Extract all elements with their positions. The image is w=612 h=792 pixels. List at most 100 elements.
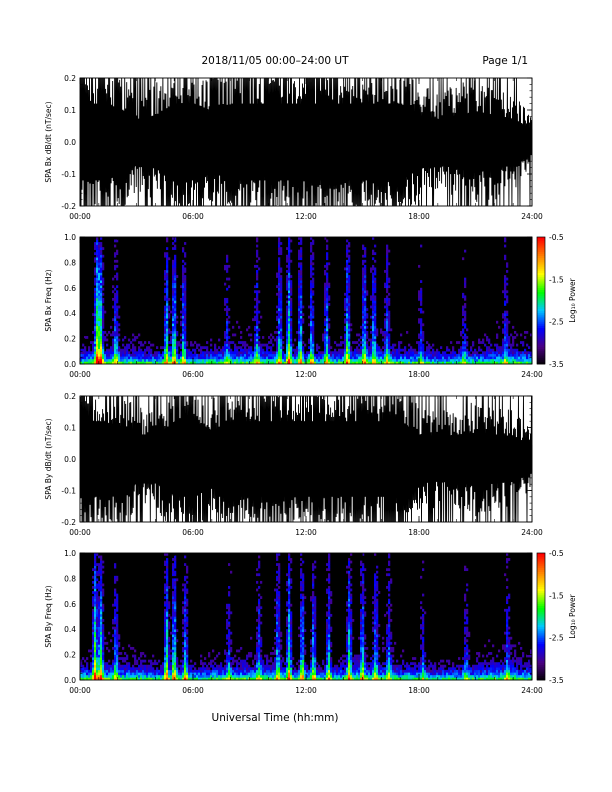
spectrogram-cell [136, 669, 139, 673]
spectrogram-cell [152, 662, 155, 666]
spectrogram-cell [154, 358, 157, 362]
spectrogram-cell [310, 282, 313, 286]
dbdt-core [454, 434, 457, 484]
spectrogram-cell [412, 353, 415, 357]
spectrogram-cell [296, 351, 299, 355]
spectrogram-cell [300, 295, 303, 299]
spectrogram-cell [482, 351, 485, 355]
spectrogram-cell [398, 351, 401, 355]
spectrogram-cell [186, 343, 189, 347]
spectrogram-cell [90, 361, 93, 365]
spectrogram-cell [134, 348, 137, 352]
spectrogram-cell [356, 333, 359, 337]
spectrogram-cell [274, 356, 277, 360]
spectrogram-cell [102, 649, 105, 653]
spectrogram-cell [98, 297, 101, 301]
spectrogram-cell [478, 346, 481, 350]
spectrogram-cell [182, 282, 185, 286]
spectrogram-cell [412, 361, 415, 365]
spectrogram-cell [136, 659, 139, 663]
spectrogram-cell [370, 297, 373, 301]
dbdt-core [466, 433, 469, 485]
dbdt-core [419, 434, 422, 484]
spectrogram-cell [94, 646, 97, 650]
spectrogram-cell [108, 361, 111, 365]
spectrogram-cell [116, 601, 119, 605]
dbdt-core [302, 103, 305, 181]
spectrogram-cell [410, 353, 413, 357]
spectrogram-cell [278, 361, 281, 365]
spectrogram-cell [104, 338, 107, 342]
dbdt-core [277, 421, 280, 497]
spectrogram-cell [84, 672, 87, 676]
spectrogram-cell [312, 351, 315, 355]
spectrogram-cell [166, 318, 169, 322]
spectrogram-cell [174, 341, 177, 344]
spectrogram-cell [286, 333, 289, 337]
spectrogram-cell [506, 353, 509, 357]
spectrogram-cell [474, 348, 477, 352]
spectrogram-cell [140, 674, 143, 678]
spectrogram-cell [286, 358, 289, 362]
spectrogram-cell [100, 621, 103, 625]
spectrogram-cell [472, 361, 475, 365]
spectrogram-cell [288, 267, 291, 271]
spectrogram-cell [496, 320, 499, 324]
spectrogram-cell [140, 662, 143, 666]
spectrogram-cell [226, 259, 229, 263]
spectrogram-cell [348, 254, 351, 258]
spectrogram-cell [112, 626, 115, 630]
spectrogram-cell [180, 358, 183, 362]
spectrogram-cell [254, 305, 257, 309]
spectrogram-cell [94, 644, 97, 648]
spectrogram-cell [498, 351, 501, 355]
spectrogram-cell [172, 287, 175, 291]
spectrogram-cell [116, 338, 119, 342]
spectrogram-cell [100, 624, 103, 627]
spectrogram-cell [504, 328, 507, 332]
spectrogram-cell [426, 341, 429, 344]
spectrogram-cell [368, 361, 371, 365]
spectrogram-cell [132, 654, 135, 658]
spectrogram-cell [278, 292, 281, 296]
spectrogram-cell [346, 247, 349, 250]
spectrogram-cell [98, 586, 101, 589]
spectrogram-cell [94, 282, 97, 286]
dbdt-core [315, 421, 318, 497]
spectrogram-cell [96, 285, 99, 289]
spectrogram-cell [344, 328, 347, 332]
spectrogram-cell [278, 295, 281, 299]
spectrogram-cell [96, 351, 99, 355]
spectrogram-cell [124, 346, 127, 350]
spectrogram-cell [326, 325, 329, 329]
spectrogram-cell [148, 664, 151, 668]
spectrogram-cell [492, 348, 495, 352]
spectrogram-cell [166, 348, 169, 352]
dbdt-core [432, 117, 435, 167]
spectrogram-cell [100, 341, 103, 344]
spectrogram-cell [256, 270, 259, 273]
spectrogram-cell [166, 338, 169, 342]
spectrogram-cell [112, 318, 115, 322]
spectrogram-cell [102, 639, 105, 643]
dbdt-core [287, 103, 290, 181]
dbdt-core [112, 423, 115, 495]
spectrogram-cell [362, 310, 365, 314]
spectrogram-cell [102, 264, 105, 268]
spectrogram-cell [236, 353, 239, 357]
spectrogram-cell [398, 348, 401, 352]
spectrogram-cell [162, 351, 165, 355]
spectrogram-cell [300, 280, 303, 283]
spectrogram-cell [290, 336, 293, 339]
spectrogram-cell [98, 270, 101, 273]
dbdt-core [456, 434, 459, 484]
spectrogram-cell [388, 343, 391, 347]
spectrogram-cell [128, 672, 131, 676]
spectrogram-cell [458, 348, 461, 352]
spectrogram-cell [504, 303, 507, 306]
spectrogram-cell [364, 280, 367, 283]
spectrogram-cell [226, 353, 229, 357]
spectrogram-cell [384, 320, 387, 324]
spectrogram-cell [364, 338, 367, 342]
spectrogram-cell [502, 356, 505, 360]
